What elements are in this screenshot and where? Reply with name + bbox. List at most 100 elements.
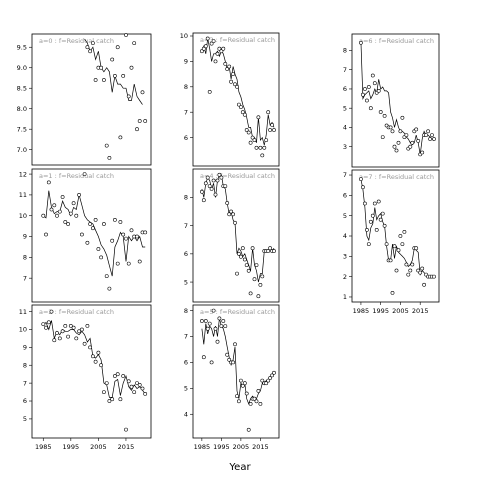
y-tick-label: 7 xyxy=(343,66,347,74)
x-tick-label: 1985 xyxy=(35,443,52,451)
data-point xyxy=(372,81,377,86)
y-tick-label: 7 xyxy=(23,274,27,282)
data-point xyxy=(426,129,431,134)
data-point xyxy=(266,378,271,383)
y-tick-label: 10 xyxy=(180,32,188,40)
data-point xyxy=(392,244,397,249)
data-point xyxy=(91,226,95,231)
data-point xyxy=(121,374,126,378)
panel-5: a=5 : f=Residual catch 4 5 6 7 8 1985 1995 2005 2… xyxy=(184,304,280,451)
data-point xyxy=(209,360,214,365)
data-point xyxy=(207,90,212,94)
data-point xyxy=(250,246,255,251)
y-tick-label: 1 xyxy=(343,293,347,301)
data-point xyxy=(248,140,253,145)
y-tick-label: 9 xyxy=(23,344,27,352)
data-point xyxy=(66,222,71,226)
data-point xyxy=(203,44,208,49)
data-point xyxy=(124,236,128,241)
data-point xyxy=(420,150,425,155)
data-point xyxy=(364,227,369,232)
data-point xyxy=(242,381,247,386)
data-point xyxy=(246,130,251,135)
y-tick-label: 9 xyxy=(184,58,188,66)
data-point xyxy=(390,129,395,134)
data-point xyxy=(362,87,367,91)
data-point xyxy=(88,49,93,54)
data-point xyxy=(248,401,253,406)
data-point xyxy=(52,338,57,343)
data-point xyxy=(384,242,389,247)
data-point xyxy=(211,39,216,44)
data-point xyxy=(74,336,79,341)
data-point xyxy=(91,41,95,46)
data-point xyxy=(85,45,90,50)
y-tick-label: 6 xyxy=(184,134,188,142)
y-tick-label: 8.5 xyxy=(17,84,27,92)
data-point xyxy=(60,329,65,334)
data-point xyxy=(41,322,46,327)
data-point xyxy=(110,397,115,402)
data-point xyxy=(227,64,232,69)
fitted-line xyxy=(360,40,435,155)
panel-0: a=0 : f=Residual catch 7.0 7.5 8.0 8.5 9.0 9.5 xyxy=(17,33,152,166)
data-point xyxy=(110,57,115,62)
data-point xyxy=(406,272,411,277)
x-tick-label: 1985 xyxy=(194,443,211,451)
panel-label: a=0 : f=Residual catch xyxy=(39,37,114,45)
data-point xyxy=(102,78,106,82)
data-point xyxy=(140,386,145,391)
data-point xyxy=(213,192,218,197)
y-tick-label: 4 xyxy=(343,232,347,240)
data-point xyxy=(99,65,104,70)
y-tick-label: 2 xyxy=(343,273,347,281)
data-point xyxy=(49,309,54,314)
y-tick-label: 8 xyxy=(23,254,27,262)
data-point xyxy=(63,323,68,328)
y-tick-label: 8 xyxy=(184,83,188,91)
data-point xyxy=(382,114,387,118)
x-tick-label: 2005 xyxy=(392,307,409,315)
data-point xyxy=(219,324,224,329)
data-point xyxy=(199,49,204,54)
data-point xyxy=(129,384,134,389)
y-tick-label: 8 xyxy=(184,194,188,202)
data-point xyxy=(248,291,253,296)
y-tick-label: 7 xyxy=(23,379,27,387)
y-tick-label: 8.0 xyxy=(17,105,27,113)
data-point xyxy=(113,74,117,78)
data-point xyxy=(77,192,82,197)
data-point xyxy=(99,255,104,260)
data-point xyxy=(410,140,415,145)
panel-3: a=3 : f=Residual catch 6 7 8 9 10 xyxy=(180,32,280,167)
data-point xyxy=(121,74,126,78)
y-tick-label: 7 xyxy=(184,222,188,230)
data-point xyxy=(242,257,247,262)
data-point xyxy=(231,360,236,365)
data-point xyxy=(402,229,407,234)
data-point xyxy=(414,246,419,251)
data-point xyxy=(238,254,243,259)
data-point xyxy=(268,246,273,251)
data-point xyxy=(99,363,104,368)
data-point xyxy=(143,230,148,235)
data-point xyxy=(240,383,245,388)
data-point xyxy=(378,110,383,114)
data-point xyxy=(225,201,230,205)
data-point xyxy=(268,376,273,380)
x-tick-label: 1995 xyxy=(63,443,80,451)
data-point xyxy=(96,350,101,355)
data-point xyxy=(113,217,117,222)
y-tick-label: 8 xyxy=(23,361,27,369)
data-point xyxy=(242,112,247,117)
y-tick-label: 5 xyxy=(343,104,347,112)
data-point xyxy=(115,45,120,50)
data-point xyxy=(374,227,379,232)
fitted-line xyxy=(360,179,434,277)
data-point xyxy=(213,326,218,331)
data-point xyxy=(205,175,210,180)
data-point xyxy=(121,232,126,237)
data-point xyxy=(41,213,46,218)
data-point xyxy=(225,352,230,357)
